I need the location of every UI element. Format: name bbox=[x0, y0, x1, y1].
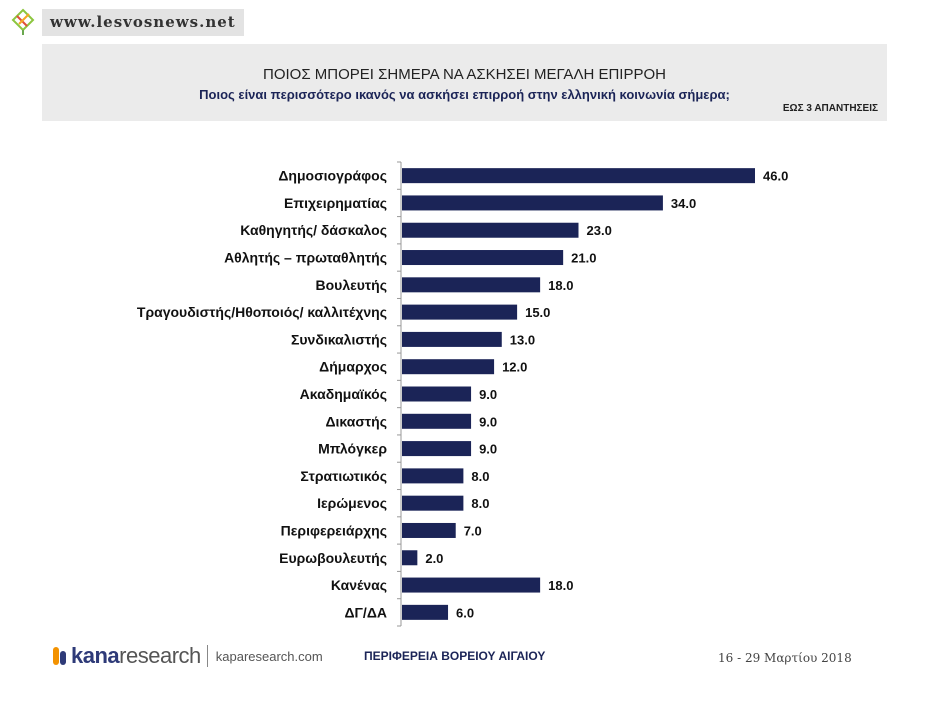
kana-brand: kana bbox=[71, 643, 120, 668]
category-label: Ακαδημαϊκός bbox=[300, 386, 387, 402]
answers-note: ΕΩΣ 3 ΑΠΑΝΤΗΣΕΙΣ bbox=[782, 103, 878, 114]
value-label: 8.0 bbox=[471, 496, 489, 511]
value-label: 9.0 bbox=[479, 442, 497, 457]
value-label: 23.0 bbox=[587, 223, 612, 238]
bar bbox=[402, 386, 472, 402]
value-label: 9.0 bbox=[479, 414, 497, 429]
bar bbox=[402, 522, 456, 538]
chart-subtitle: Ποιος είναι περισσότερο ικανός να ασκήσε… bbox=[199, 87, 730, 102]
category-label: Συνδικαλιστής bbox=[291, 331, 387, 347]
category-label: Δικαστής bbox=[325, 413, 387, 429]
category-label: Ιερώμενος bbox=[317, 495, 387, 511]
category-label: Επιχειρηματίας bbox=[284, 195, 387, 211]
category-label: Καθηγητής/ δάσκαλος bbox=[240, 222, 387, 238]
kana-suffix: research bbox=[119, 643, 201, 668]
value-label: 13.0 bbox=[510, 332, 535, 347]
category-label: Ευρωβουλευτής bbox=[279, 550, 387, 566]
value-label: 15.0 bbox=[525, 305, 550, 320]
bar bbox=[402, 550, 418, 566]
value-label: 46.0 bbox=[763, 169, 788, 184]
bar bbox=[402, 195, 663, 211]
value-label: 7.0 bbox=[464, 523, 482, 538]
category-label: Δημοσιογράφος bbox=[278, 168, 387, 184]
bar bbox=[402, 441, 472, 457]
watermark: www.lesvosnews.net bbox=[8, 6, 244, 38]
value-label: 8.0 bbox=[471, 469, 489, 484]
region-label: ΠΕΡΙΦΕΡΕΙΑ ΒΟΡΕΙΟΥ ΑΙΓΑΙΟΥ bbox=[364, 649, 546, 663]
kana-url: kaparesearch.com bbox=[215, 648, 323, 664]
category-label: ΔΓ/ΔΑ bbox=[344, 604, 387, 620]
bar bbox=[402, 495, 464, 511]
bar bbox=[402, 168, 755, 184]
category-label: Στρατιωτικός bbox=[300, 468, 387, 484]
logo-separator bbox=[206, 645, 208, 667]
value-label: 18.0 bbox=[548, 278, 573, 293]
kana-logo-icon bbox=[53, 647, 66, 665]
bar bbox=[402, 604, 449, 620]
category-label: Βουλευτής bbox=[316, 277, 387, 293]
category-label: Περιφερειάρχης bbox=[281, 522, 387, 538]
bar bbox=[402, 577, 541, 593]
chart-title: ΠΟΙΟΣ ΜΠΟΡΕΙ ΣΗΜΕΡΑ ΝΑ ΑΣΚΗΣΕΙ ΜΕΓΑΛΗ ΕΠ… bbox=[263, 66, 666, 83]
bar bbox=[402, 222, 579, 238]
kana-logo-text: kanaresearch bbox=[71, 643, 201, 669]
leaf-logo-icon bbox=[11, 8, 35, 35]
value-label: 6.0 bbox=[456, 605, 474, 620]
category-label: Δήμαρχος bbox=[319, 359, 387, 375]
kana-research-logo: kanaresearch kaparesearch.com bbox=[52, 643, 323, 669]
bar bbox=[402, 277, 541, 293]
value-label: 21.0 bbox=[571, 251, 596, 266]
survey-date: 16 - 29 Μαρτίου 2018 bbox=[718, 651, 852, 665]
value-label: 12.0 bbox=[502, 360, 527, 375]
bar bbox=[402, 359, 495, 375]
bar bbox=[402, 468, 464, 484]
value-label: 9.0 bbox=[479, 387, 497, 402]
bar bbox=[402, 413, 472, 429]
bar bbox=[402, 331, 502, 347]
value-label: 2.0 bbox=[425, 551, 443, 566]
category-label: Κανένας bbox=[331, 577, 387, 593]
category-label: Αθλητής – πρωταθλητής bbox=[224, 250, 387, 266]
category-label: Μπλόγκερ bbox=[318, 441, 387, 457]
watermark-text: www.lesvosnews.net bbox=[42, 8, 244, 36]
bar bbox=[402, 250, 564, 266]
value-label: 18.0 bbox=[548, 578, 573, 593]
bar bbox=[402, 304, 518, 320]
category-label: Τραγουδιστής/Ηθοποιός/ καλλιτέχνης bbox=[137, 304, 387, 320]
value-label: 34.0 bbox=[671, 196, 696, 211]
chart-header: ΠΟΙΟΣ ΜΠΟΡΕΙ ΣΗΜΕΡΑ ΝΑ ΑΣΚΗΣΕΙ ΜΕΓΑΛΗ ΕΠ… bbox=[42, 44, 887, 121]
